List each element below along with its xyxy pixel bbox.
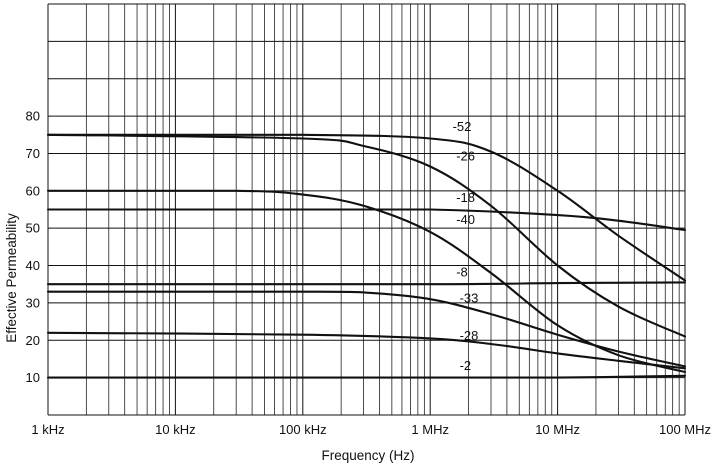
curve-label-7: -2 [460, 358, 472, 373]
tick-labels: 1 kHz 10 kHz 100 kHz 1 MHz 10 MHz 100 MHz 10 20… [26, 109, 711, 437]
series-curve-2 [46, 208, 687, 232]
x-tick-label-4: 10 MHz [535, 422, 580, 437]
series-curves [46, 133, 687, 379]
x-tick-label-5: 100 MHz [659, 422, 711, 437]
curve-label-1: -26 [456, 149, 475, 164]
x-tick-label-3: 1 MHz [411, 422, 449, 437]
curve-label-4: -8 [456, 265, 468, 280]
x-axis-title: Frequency (Hz) [321, 448, 414, 463]
x-tick-label-1: 10 kHz [155, 422, 195, 437]
y-tick-label-2: 30 [26, 295, 40, 310]
series-curve-6 [46, 331, 687, 370]
series-curve-4 [46, 281, 687, 286]
y-axis-title: Effective Permeability [4, 213, 19, 343]
curve-label-3: -40 [456, 212, 475, 227]
series-curve-1 [46, 133, 687, 338]
curve-labels: -52 -26 -18 -40 -8 -33 -28 -2 [453, 119, 479, 373]
curve-label-2: -18 [456, 190, 475, 205]
series-curve-7 [46, 374, 687, 379]
y-tick-label-6: 70 [26, 146, 40, 161]
curve-label-5: -33 [460, 291, 479, 306]
y-tick-label-7: 80 [26, 109, 40, 124]
series-curve-5 [46, 290, 687, 368]
series-curve-0 [46, 133, 687, 282]
y-tick-label-1: 20 [26, 333, 40, 348]
x-tick-label-0: 1 kHz [31, 422, 64, 437]
y-tick-label-3: 40 [26, 258, 40, 273]
y-tick-label-5: 60 [26, 183, 40, 198]
curve-label-0: -52 [453, 119, 472, 134]
y-tick-label-0: 10 [26, 370, 40, 385]
curve-label-6: -28 [460, 328, 479, 343]
x-tick-label-2: 100 kHz [279, 422, 327, 437]
y-tick-label-4: 50 [26, 221, 40, 236]
